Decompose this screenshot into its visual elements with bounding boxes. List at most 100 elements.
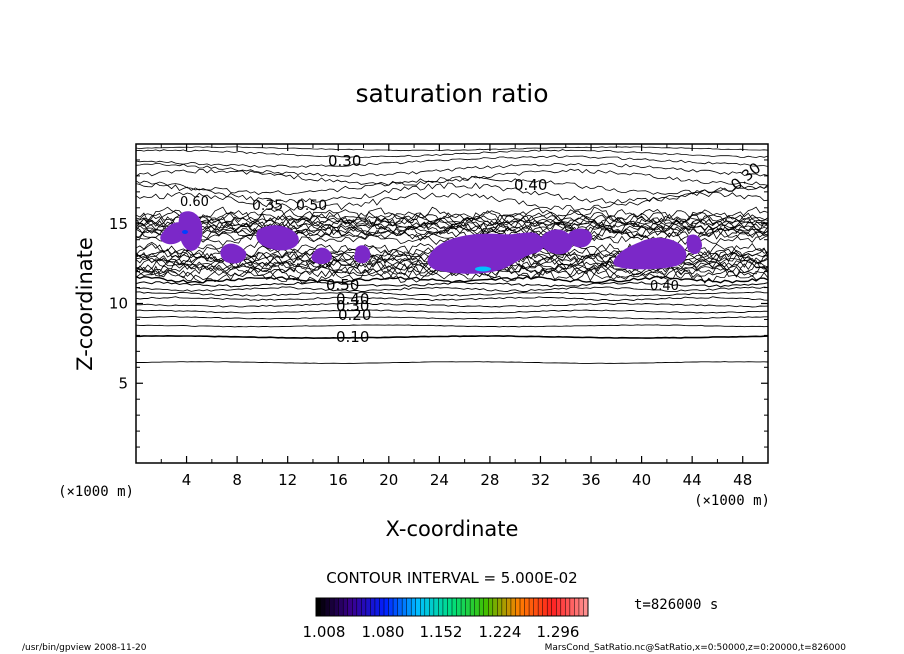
colorbar-cell — [406, 598, 412, 616]
colorbar-cell — [325, 598, 330, 616]
contour-label: 0.50 — [296, 198, 327, 214]
contour-line — [136, 263, 768, 283]
colorbar-cell — [365, 598, 371, 616]
colorbar-cell — [447, 598, 453, 616]
high-saturation-core — [182, 230, 188, 234]
colorbar-tick-label: 1.224 — [479, 623, 522, 641]
colorbar-tick-labels: 1.008 1.080 1.152 1.224 1.296 — [303, 623, 580, 641]
x-tick-label: 28 — [480, 471, 499, 489]
colorbar-cell — [393, 598, 398, 616]
colorbar-frame — [315, 597, 589, 617]
contour-line — [136, 155, 768, 168]
x-axis-label: X-coordinate — [386, 517, 519, 541]
filled-region — [613, 237, 687, 270]
contour-line — [136, 361, 768, 364]
contour-line — [136, 168, 768, 186]
contour-line — [136, 149, 768, 159]
filled-region — [567, 228, 592, 248]
contour-line — [136, 296, 768, 302]
contour-label: 0.20 — [338, 306, 371, 324]
y-tick-label: 10 — [109, 295, 128, 313]
colorbar-cell — [320, 598, 326, 616]
contour-line — [136, 324, 768, 328]
colorbar-cell — [583, 598, 589, 616]
filled-region — [686, 234, 702, 255]
colorbar-cell — [384, 598, 389, 616]
filled-region — [540, 229, 573, 255]
contour-line — [136, 316, 768, 320]
colorbar-cell — [560, 598, 566, 616]
colorbar-cell — [470, 598, 475, 616]
colorbar-cell — [334, 598, 339, 616]
colorbar-cell — [456, 598, 462, 616]
colorbar-cell — [520, 598, 525, 616]
contour-label: 0.50 — [326, 276, 359, 294]
colorbar-cell — [574, 598, 580, 616]
high-saturation-core — [475, 266, 491, 272]
contour-label: 0.30 — [336, 297, 369, 315]
colorbar-cell — [483, 598, 489, 616]
contour-line — [136, 291, 768, 297]
filled-region — [311, 247, 332, 264]
contour-label: 0.60 — [180, 195, 209, 210]
contour-line — [136, 206, 768, 226]
colorbar-cell — [556, 598, 562, 616]
footer-right: MarsCond_SatRatio.nc@SatRatio,x=0:50000,… — [545, 643, 847, 653]
colorbar-cell — [551, 598, 557, 616]
x-tick-label: 32 — [531, 471, 550, 489]
plot-frame — [135, 143, 769, 464]
colorbar-cell — [501, 598, 507, 616]
colorbar-cell — [542, 598, 548, 616]
contour-line — [136, 309, 768, 314]
colorbar-cell — [515, 598, 521, 616]
y-tick-label: 5 — [118, 374, 128, 392]
filled-region — [256, 225, 299, 251]
colorbar-cell — [538, 598, 543, 616]
colorbar-cell — [578, 598, 584, 616]
x-tick-label: 4 — [182, 471, 192, 489]
colorbar-cell — [533, 598, 539, 616]
colorbar-cell — [529, 598, 534, 616]
supersaturation-regions — [160, 211, 702, 274]
colorbar-cell — [506, 598, 512, 616]
colorbar-cell — [479, 598, 485, 616]
contour-interval-label: CONTOUR INTERVAL = 5.000E-02 — [326, 569, 577, 587]
contour-line — [136, 334, 768, 340]
x-tick-label: 40 — [632, 471, 651, 489]
colorbar-cell — [361, 598, 367, 616]
colorbar-cell — [510, 598, 516, 616]
contour-label: 0.10 — [336, 328, 369, 346]
contour-label: 0.35 — [252, 198, 283, 214]
colorbar-tick-label: 1.008 — [303, 623, 346, 641]
colorbar-cell — [338, 598, 344, 616]
contour-line — [136, 286, 768, 293]
colorbar-cell — [452, 598, 457, 616]
contour-line — [136, 225, 768, 245]
contour-line — [136, 175, 768, 196]
colorbar-tick-label: 1.296 — [537, 623, 580, 641]
contour-label: 0.40 — [650, 279, 679, 294]
colorbar-cell — [316, 598, 321, 616]
colorbar-cell — [474, 598, 480, 616]
colorbar-cell — [492, 598, 498, 616]
colorbar-cell — [411, 598, 417, 616]
colorbar-cell — [402, 598, 407, 616]
colorbar-cell — [329, 598, 335, 616]
contour-line — [136, 146, 768, 152]
contour-line — [136, 182, 768, 205]
colorbar-cell — [352, 598, 358, 616]
colorbar-cell — [433, 598, 439, 616]
contour-line — [136, 211, 768, 230]
colorbar-cell — [424, 598, 430, 616]
filled-region — [220, 243, 247, 264]
colorbar-cell — [442, 598, 448, 616]
colorbar-cell — [420, 598, 426, 616]
x-tick-label: 12 — [278, 471, 297, 489]
filled-region — [354, 245, 371, 264]
colorbar-cell — [465, 598, 471, 616]
colorbar-cell — [370, 598, 376, 616]
colorbar-cell — [488, 598, 494, 616]
colorbar-cell — [388, 598, 394, 616]
x-unit-label: (×1000 m) — [694, 493, 770, 509]
